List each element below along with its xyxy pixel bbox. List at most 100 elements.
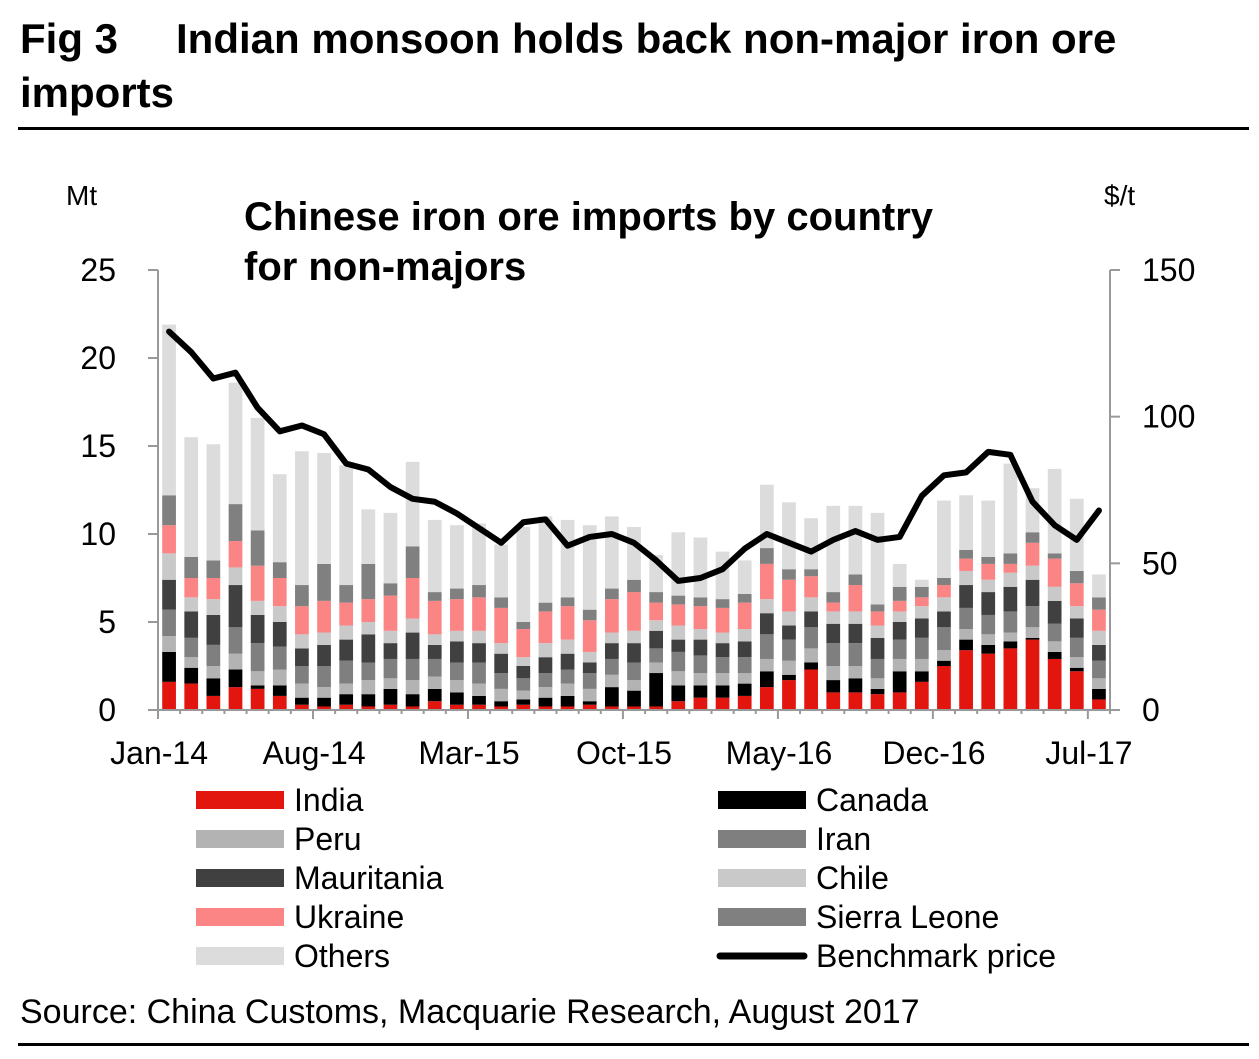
bar-peru-aug-16 xyxy=(848,666,863,679)
bar-canada-apr-16 xyxy=(759,671,774,688)
bar-sierra-leone-oct-15 xyxy=(627,579,641,593)
bar-canada-apr-14 xyxy=(228,669,243,688)
bar-iran-jul-14 xyxy=(295,666,309,684)
bar-sierra-leone-nov-15 xyxy=(649,592,664,603)
bar-others-jan-16 xyxy=(693,537,708,598)
bar-others-nov-14 xyxy=(383,512,398,584)
bar-peru-mar-17 xyxy=(1003,632,1018,642)
source-note: Source: China Customs, Macquarie Researc… xyxy=(20,993,920,1031)
bar-chile-aug-15 xyxy=(582,651,597,663)
bar-chile-nov-15 xyxy=(649,620,664,631)
bar-chile-sep-16 xyxy=(870,625,885,638)
bar-mauritania-jul-14 xyxy=(295,648,309,666)
bar-chile-dec-14 xyxy=(405,618,420,633)
bar-mauritania-sep-15 xyxy=(605,643,619,659)
bar-peru-nov-15 xyxy=(649,662,664,674)
bar-chile-feb-17 xyxy=(981,579,996,593)
bar-canada-apr-15 xyxy=(494,701,509,707)
x-tick-label: Mar-15 xyxy=(418,735,519,771)
bar-others-feb-14 xyxy=(184,437,199,557)
bar-sierra-leone-jul-15 xyxy=(560,597,575,607)
bar-india-nov-14 xyxy=(383,704,398,710)
bar-india-aug-14 xyxy=(317,706,331,710)
y2-tick-label: 0 xyxy=(1142,692,1160,728)
bar-sierra-leone-mar-17 xyxy=(1003,553,1018,564)
bar-canada-jan-15 xyxy=(427,688,442,702)
bar-india-oct-15 xyxy=(627,706,641,710)
bar-iran-may-16 xyxy=(782,639,796,661)
bar-mauritania-nov-14 xyxy=(383,643,398,659)
bar-iran-apr-16 xyxy=(759,634,774,659)
bar-peru-aug-15 xyxy=(582,688,597,702)
bar-chile-may-16 xyxy=(782,611,796,626)
bar-sierra-leone-jun-14 xyxy=(272,562,287,578)
bar-iran-mar-15 xyxy=(472,662,486,684)
bar-canada-dec-15 xyxy=(671,685,686,702)
bar-canada-dec-16 xyxy=(937,660,951,666)
bar-mauritania-mar-14 xyxy=(206,614,221,645)
bar-chile-feb-16 xyxy=(715,632,730,644)
bar-peru-apr-17 xyxy=(1025,627,1040,638)
bar-iran-nov-16 xyxy=(914,637,929,659)
bar-mauritania-oct-16 xyxy=(892,622,907,640)
bar-iran-jun-14 xyxy=(272,646,287,670)
bar-india-sep-15 xyxy=(605,706,619,710)
bar-ukraine-jul-14 xyxy=(295,606,309,635)
bar-ukraine-sep-16 xyxy=(870,611,885,626)
legend-label-chile: Chile xyxy=(816,860,889,896)
bar-chile-sep-14 xyxy=(339,625,354,640)
bar-mauritania-jul-15 xyxy=(560,653,575,670)
bar-ukraine-may-16 xyxy=(782,579,796,612)
bar-ukraine-oct-16 xyxy=(892,600,907,612)
bar-canada-nov-15 xyxy=(649,673,664,707)
bar-mauritania-jul-17 xyxy=(1092,644,1106,661)
bar-india-jul-17 xyxy=(1092,699,1106,710)
bar-ukraine-jun-14 xyxy=(272,578,287,607)
bar-chile-jun-16 xyxy=(804,597,818,612)
bar-iran-sep-15 xyxy=(605,658,619,675)
bar-iran-jun-15 xyxy=(538,673,553,688)
bar-mauritania-apr-14 xyxy=(228,585,243,628)
bar-ukraine-oct-14 xyxy=(361,599,376,622)
bar-ukraine-feb-14 xyxy=(184,578,199,598)
bar-chile-jan-16 xyxy=(693,629,708,640)
bar-others-jun-16 xyxy=(804,518,818,570)
bar-others-may-17 xyxy=(1047,468,1062,554)
bar-mauritania-mar-17 xyxy=(1003,586,1018,612)
bar-sierra-leone-dec-15 xyxy=(671,595,686,605)
legend-swatch-chile xyxy=(718,869,806,887)
bar-chile-feb-15 xyxy=(450,630,464,642)
bar-chile-nov-16 xyxy=(914,606,929,619)
bar-others-oct-16 xyxy=(892,563,907,587)
bar-chile-mar-14 xyxy=(206,599,221,615)
bar-ukraine-feb-16 xyxy=(715,607,730,633)
bar-peru-jul-15 xyxy=(560,683,575,696)
bar-chile-jul-14 xyxy=(295,634,309,649)
bar-canada-sep-14 xyxy=(339,694,354,705)
bar-india-mar-16 xyxy=(737,695,752,710)
legend-label-iran: Iran xyxy=(816,821,871,857)
bar-mauritania-apr-16 xyxy=(759,613,774,635)
bar-others-jul-16 xyxy=(826,505,841,593)
bar-iran-jan-16 xyxy=(693,655,708,674)
bar-others-jul-15 xyxy=(560,519,575,598)
bar-canada-aug-15 xyxy=(582,701,597,705)
bar-others-oct-15 xyxy=(627,526,641,580)
bar-canada-aug-16 xyxy=(848,678,863,693)
bar-sierra-leone-sep-16 xyxy=(870,604,885,612)
bar-mauritania-nov-15 xyxy=(649,630,664,649)
bar-peru-sep-14 xyxy=(339,683,354,695)
legend-swatch-iran xyxy=(718,830,806,848)
bar-canada-mar-15 xyxy=(472,695,486,705)
bar-iran-jun-16 xyxy=(804,627,818,649)
bar-canada-jun-17 xyxy=(1069,667,1084,672)
bar-india-may-15 xyxy=(516,704,531,710)
bar-peru-mar-14 xyxy=(206,666,221,679)
bar-iran-nov-14 xyxy=(383,658,398,679)
bar-sierra-leone-apr-14 xyxy=(228,504,243,542)
bar-sierra-leone-dec-14 xyxy=(405,546,420,578)
bar-peru-jan-14 xyxy=(162,636,176,652)
bar-others-dec-16 xyxy=(937,500,951,578)
bar-india-jun-17 xyxy=(1069,671,1084,710)
bar-mauritania-feb-15 xyxy=(450,641,464,663)
